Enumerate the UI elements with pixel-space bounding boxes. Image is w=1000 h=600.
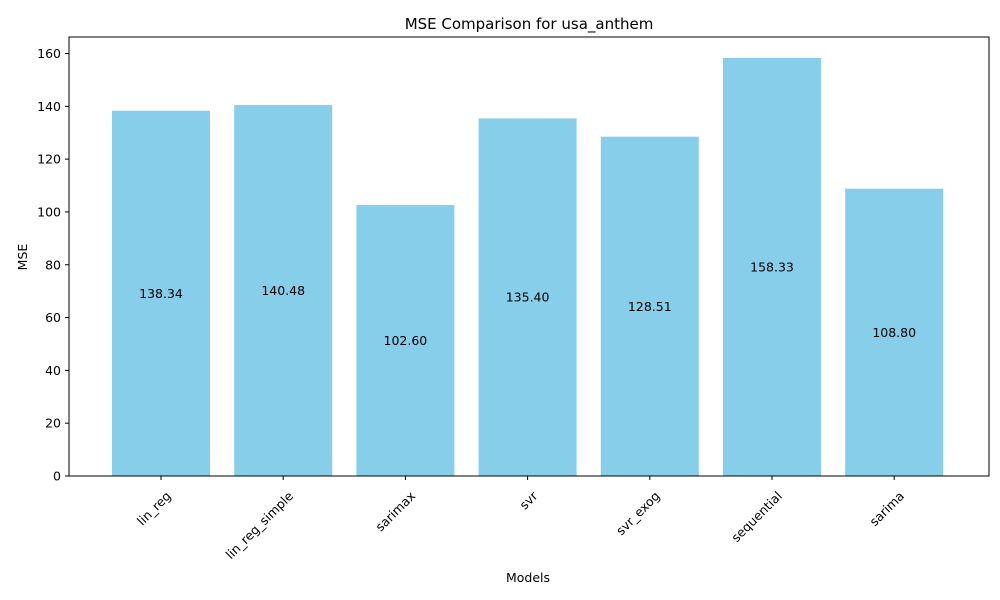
bar-svr <box>478 118 577 477</box>
y-tick-label: 140 <box>37 99 61 114</box>
bar-value-label: 158.33 <box>750 259 794 274</box>
x-tick-label: sarima <box>866 488 907 529</box>
x-tick-label: sarimax <box>372 488 418 534</box>
bar-lin_reg <box>112 110 210 476</box>
bar-sequential <box>723 57 821 476</box>
bar-sarima <box>845 188 944 476</box>
x-axis: lin_reg lin_reg_simple sarimax svr svr_exog s… <box>134 476 907 562</box>
x-axis-label: Models <box>506 570 550 585</box>
y-tick-label: 60 <box>45 310 61 325</box>
x-tick-label: lin_reg_simple <box>222 488 296 562</box>
bar-value-label: 128.51 <box>628 299 672 314</box>
chart-title: MSE Comparison for usa_anthem <box>405 15 654 34</box>
bars-layer <box>112 57 944 477</box>
x-tick-label: sequential <box>728 488 785 545</box>
x-tick-label: svr <box>516 488 541 513</box>
value-labels-layer: 138.34 140.48 102.60 135.40 128.51 158.33 108.… <box>139 259 916 348</box>
y-tick-label: 120 <box>37 152 61 167</box>
bar-value-label: 135.40 <box>506 290 550 305</box>
bar-value-label: 108.80 <box>872 325 916 340</box>
x-tick-label: lin_reg <box>134 488 174 528</box>
y-tick-label: 80 <box>45 257 61 272</box>
y-axis: 0 20 40 60 80 100 120 140 160 <box>37 46 69 484</box>
bar-value-label: 140.48 <box>261 283 305 298</box>
bar-sarimax <box>356 205 455 476</box>
bar-value-label: 102.60 <box>384 333 428 348</box>
y-tick-label: 40 <box>45 363 61 378</box>
y-tick-label: 100 <box>37 204 61 219</box>
bar-value-label: 138.34 <box>139 286 183 301</box>
bar-lin_reg_simple <box>234 105 333 477</box>
y-tick-label: 20 <box>45 416 61 431</box>
y-axis-label: MSE <box>15 244 30 271</box>
plot-frame <box>68 36 990 477</box>
y-tick-label: 0 <box>53 469 61 484</box>
x-tick-label: svr_exog <box>613 488 663 538</box>
bar-svr_exog <box>600 136 699 476</box>
y-tick-label: 160 <box>37 46 61 61</box>
